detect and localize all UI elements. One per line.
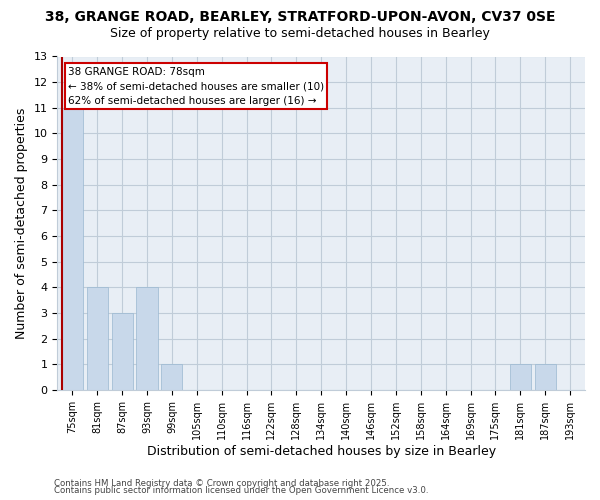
X-axis label: Distribution of semi-detached houses by size in Bearley: Distribution of semi-detached houses by … xyxy=(146,444,496,458)
Text: Contains HM Land Registry data © Crown copyright and database right 2025.: Contains HM Land Registry data © Crown c… xyxy=(54,478,389,488)
Bar xyxy=(161,364,182,390)
Y-axis label: Number of semi-detached properties: Number of semi-detached properties xyxy=(15,108,28,339)
Text: 38, GRANGE ROAD, BEARLEY, STRATFORD-UPON-AVON, CV37 0SE: 38, GRANGE ROAD, BEARLEY, STRATFORD-UPON… xyxy=(45,10,555,24)
Bar xyxy=(112,313,133,390)
Text: Contains public sector information licensed under the Open Government Licence v3: Contains public sector information licen… xyxy=(54,486,428,495)
Bar xyxy=(62,108,83,390)
Text: 38 GRANGE ROAD: 78sqm
← 38% of semi-detached houses are smaller (10)
62% of semi: 38 GRANGE ROAD: 78sqm ← 38% of semi-deta… xyxy=(68,66,324,106)
Text: Size of property relative to semi-detached houses in Bearley: Size of property relative to semi-detach… xyxy=(110,28,490,40)
Bar xyxy=(86,288,108,390)
Bar xyxy=(535,364,556,390)
Bar xyxy=(510,364,531,390)
Bar xyxy=(136,288,158,390)
